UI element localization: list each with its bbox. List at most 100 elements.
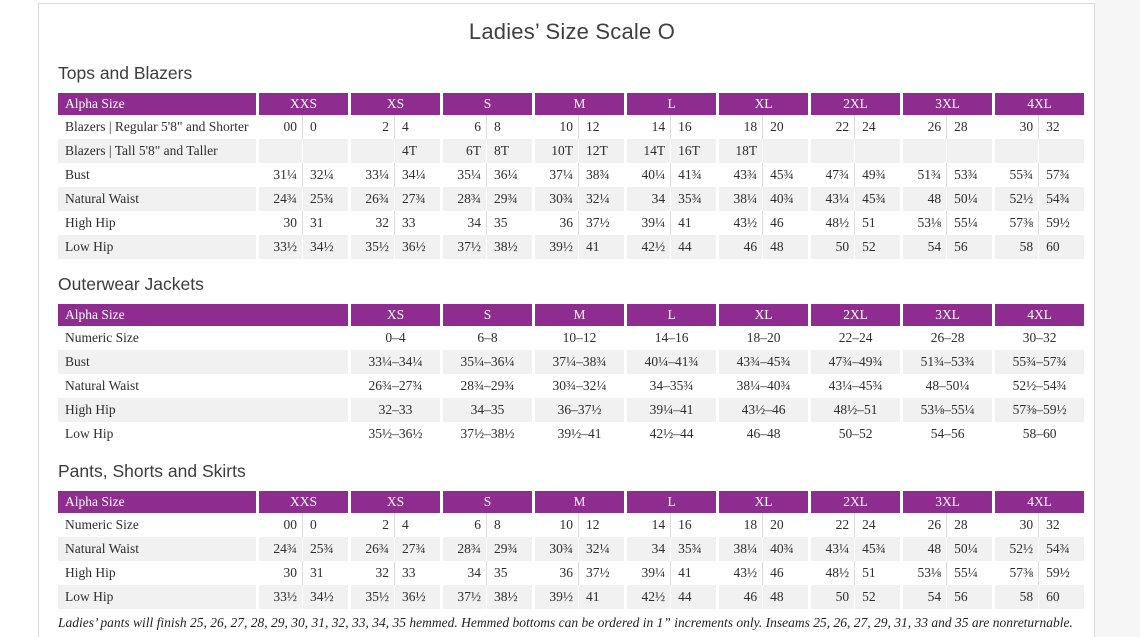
size-value-cell: 53⅛ bbox=[900, 561, 946, 585]
size-range-cell: 43¾–45¾ bbox=[716, 350, 808, 374]
row-label: Blazers | Regular 5'8" and Shorter bbox=[65, 119, 249, 134]
size-value-cell: 43¼ bbox=[808, 187, 854, 211]
size-table: Alpha Size XS S M L XL 2XL 3XL 4XL Numeric Size 0–… bbox=[58, 304, 1085, 446]
size-range-cell: 34–35 bbox=[440, 398, 532, 422]
size-value-cell: 00 bbox=[256, 115, 302, 139]
size-value-cell: 50¼ bbox=[946, 537, 992, 561]
size-value-cell: 38¼ bbox=[716, 187, 762, 211]
size-value-cell: 37½ bbox=[578, 561, 624, 585]
size-value-cell: 8 bbox=[486, 513, 532, 537]
section-heading: Outerwear Jackets bbox=[58, 274, 204, 294]
size-range-cell: 30¾–32¼ bbox=[532, 374, 624, 398]
size-column-header: XS bbox=[348, 304, 441, 326]
size-value-cell: 32 bbox=[1038, 513, 1084, 537]
table-header-label: Alpha Size bbox=[58, 304, 349, 326]
size-value-cell: 40¼ bbox=[624, 163, 670, 187]
size-value-cell: 25¾ bbox=[302, 537, 348, 561]
size-column-header: M bbox=[532, 491, 625, 513]
size-value-cell: 42½ bbox=[624, 235, 670, 259]
size-value-cell: 51 bbox=[854, 561, 900, 585]
size-value-cell: 38½ bbox=[486, 585, 532, 609]
footnote: Ladies’ pants will finish 25, 26, 27, 28… bbox=[58, 615, 1073, 630]
table-row: Low Hip 33½ 34½ 35½ 36½ 37½ 38½ 39½ 41 42½ 44 46 48 5… bbox=[58, 585, 1085, 609]
size-value-cell: 32¼ bbox=[578, 187, 624, 211]
size-range-cell: 38¼–40¾ bbox=[716, 374, 808, 398]
size-value-cell: 48 bbox=[900, 187, 946, 211]
size-value-cell: 39¼ bbox=[624, 211, 670, 235]
size-value-cell: 46 bbox=[762, 561, 808, 585]
size-value-cell: 24 bbox=[854, 115, 900, 139]
size-value-cell: 30 bbox=[256, 211, 302, 235]
section-heading: Tops and Blazers bbox=[58, 63, 193, 83]
size-value-cell: 20 bbox=[762, 115, 808, 139]
size-range-cell: 36–37½ bbox=[532, 398, 624, 422]
size-value-cell: 2 bbox=[348, 513, 394, 537]
size-range-cell: 48–50¼ bbox=[900, 374, 992, 398]
size-value-cell: 49¾ bbox=[854, 163, 900, 187]
size-column-header: L bbox=[624, 304, 717, 326]
size-value-cell: 26 bbox=[900, 513, 946, 537]
size-value-cell: 54¾ bbox=[1038, 537, 1084, 561]
size-column-header: 4XL bbox=[992, 304, 1085, 326]
size-value-cell bbox=[1038, 139, 1084, 163]
size-value-cell: 29¾ bbox=[486, 187, 532, 211]
size-value-cell: 35 bbox=[486, 211, 532, 235]
size-value-cell: 00 bbox=[256, 513, 302, 537]
size-value-cell: 16T bbox=[670, 139, 716, 163]
size-value-cell: 43½ bbox=[716, 211, 762, 235]
size-value-cell: 56 bbox=[946, 585, 992, 609]
size-value-cell: 41¾ bbox=[670, 163, 716, 187]
size-range-cell: 39¼–41 bbox=[624, 398, 716, 422]
size-column-header: S bbox=[440, 93, 533, 115]
size-value-cell: 18T bbox=[716, 139, 762, 163]
size-value-cell: 25¾ bbox=[302, 187, 348, 211]
size-value-cell: 58 bbox=[992, 235, 1038, 259]
size-value-cell bbox=[302, 139, 348, 163]
size-column-header: 4XL bbox=[992, 491, 1085, 513]
size-range-cell: 0–4 bbox=[348, 326, 440, 350]
size-value-cell: 20 bbox=[762, 513, 808, 537]
size-value-cell: 52½ bbox=[992, 187, 1038, 211]
size-value-cell: 51¾ bbox=[900, 163, 946, 187]
size-value-cell: 39¼ bbox=[624, 561, 670, 585]
size-range-cell: 52½–54¾ bbox=[992, 374, 1084, 398]
size-range-cell: 42½–44 bbox=[624, 422, 716, 446]
size-value-cell: 14T bbox=[624, 139, 670, 163]
size-value-cell: 54 bbox=[900, 585, 946, 609]
size-value-cell bbox=[992, 139, 1038, 163]
table-header-label: Alpha Size bbox=[58, 491, 256, 513]
size-value-cell: 34 bbox=[624, 187, 670, 211]
size-value-cell: 8 bbox=[486, 115, 532, 139]
size-value-cell: 22 bbox=[808, 115, 854, 139]
size-value-cell: 37¼ bbox=[532, 163, 578, 187]
size-table: Alpha Size XXS XS S M L XL 2XL 3XL 4XL Numeric Siz… bbox=[58, 491, 1085, 609]
size-value-cell: 33½ bbox=[256, 235, 302, 259]
size-value-cell: 30¾ bbox=[532, 537, 578, 561]
size-value-cell: 48½ bbox=[808, 211, 854, 235]
size-range-cell: 43½–46 bbox=[716, 398, 808, 422]
size-column-header: M bbox=[532, 93, 625, 115]
size-value-cell: 6 bbox=[440, 115, 486, 139]
size-value-cell: 36 bbox=[532, 211, 578, 235]
size-value-cell: 12T bbox=[578, 139, 624, 163]
row-label: Numeric Size bbox=[65, 330, 139, 345]
size-column-header: XS bbox=[348, 93, 441, 115]
row-label: Numeric Size bbox=[65, 517, 139, 532]
row-label: Natural Waist bbox=[65, 191, 140, 206]
size-value-cell: 46 bbox=[716, 585, 762, 609]
document-page: Ladies’ Size Scale O Tops and Blazers Alp… bbox=[38, 3, 1095, 637]
size-value-cell bbox=[762, 139, 808, 163]
size-value-cell: 33½ bbox=[256, 585, 302, 609]
size-column-header: 3XL bbox=[900, 93, 993, 115]
size-value-cell: 41 bbox=[578, 585, 624, 609]
size-value-cell: 14 bbox=[624, 513, 670, 537]
size-value-cell: 56 bbox=[946, 235, 992, 259]
size-value-cell: 35¼ bbox=[440, 163, 486, 187]
size-value-cell: 50 bbox=[808, 235, 854, 259]
size-value-cell: 8T bbox=[486, 139, 532, 163]
size-column-header: M bbox=[532, 304, 625, 326]
size-value-cell: 45¾ bbox=[854, 187, 900, 211]
size-value-cell: 29¾ bbox=[486, 537, 532, 561]
size-value-cell: 24¾ bbox=[256, 187, 302, 211]
size-value-cell: 43¾ bbox=[716, 163, 762, 187]
